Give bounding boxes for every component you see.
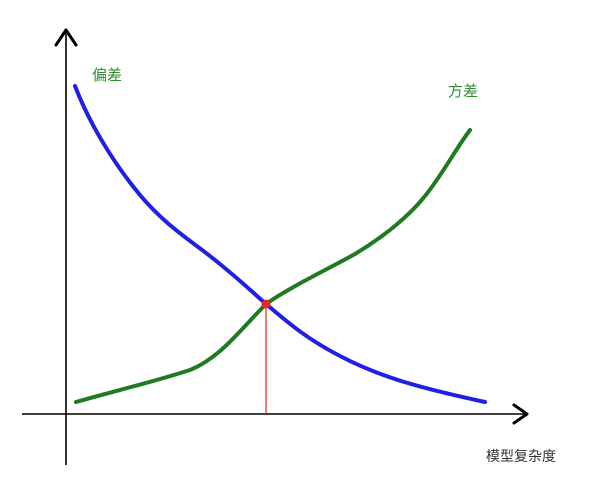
variance-label: 方差	[448, 82, 479, 100]
y-axis-arrow	[54, 28, 78, 47]
x-axis-arrow	[512, 403, 529, 425]
x-axis-label: 模型复杂度	[486, 449, 556, 465]
intersection-point	[261, 299, 271, 309]
variance-curve	[74, 128, 472, 404]
bias-label: 偏差	[92, 66, 123, 84]
bias-curve	[73, 84, 487, 404]
